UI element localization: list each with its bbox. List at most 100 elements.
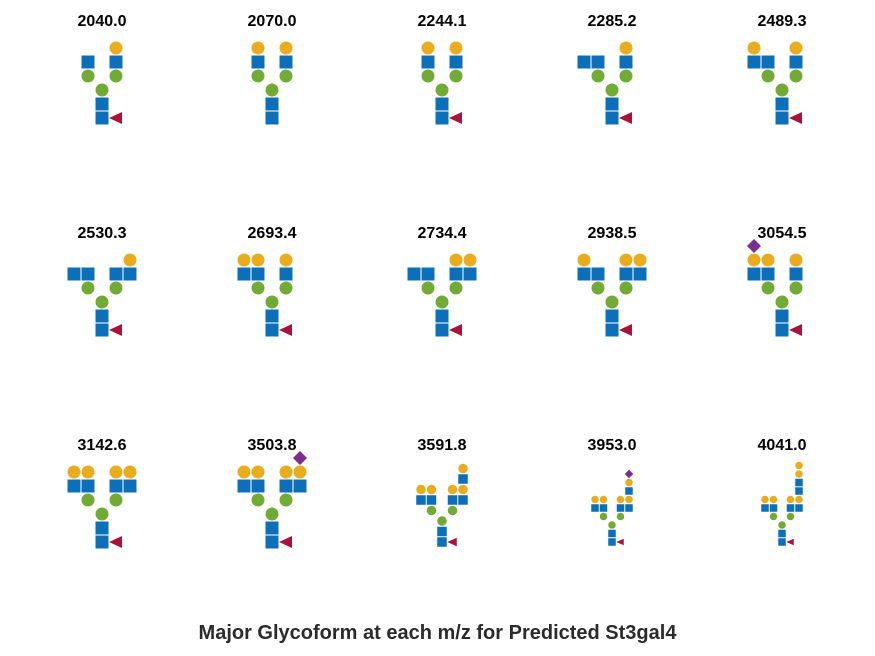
fucose-triangle [109, 536, 122, 548]
galactose-circle [109, 465, 123, 479]
hexnac-square [608, 529, 616, 538]
hexnac-square [786, 504, 795, 512]
fucose-triangle [449, 112, 462, 124]
sialic-acid-diamond [624, 469, 634, 479]
mannose-circle [591, 69, 605, 83]
hexnac-square [449, 55, 463, 69]
galactose-circle [577, 253, 591, 267]
sialic-acid-diamond [747, 239, 761, 253]
mz-label: 2040.0 [78, 13, 127, 30]
hexnac-square [619, 267, 633, 281]
mz-label: 3953.0 [588, 437, 637, 454]
mannose-circle [437, 516, 447, 526]
hexnac-square [789, 55, 803, 69]
glycan [407, 253, 477, 337]
hexnac-square [237, 267, 251, 281]
mannose-circle [769, 512, 778, 521]
galactose-circle [599, 495, 608, 504]
mannose-circle [265, 83, 279, 97]
hexnac-square [265, 323, 279, 337]
hexnac-square [591, 55, 605, 69]
mz-label: 2938.5 [588, 225, 637, 242]
mz-label: 3591.8 [418, 437, 467, 454]
mannose-circle [95, 83, 109, 97]
hexnac-square [591, 267, 605, 281]
hexnac-square [81, 55, 95, 69]
galactose-circle [463, 253, 477, 267]
hexnac-square [407, 267, 421, 281]
mannose-circle [619, 281, 633, 295]
glycan [591, 469, 634, 546]
hexnac-square [435, 111, 449, 125]
galactose-circle [279, 465, 293, 479]
hexnac-square [265, 97, 279, 111]
mannose-circle [81, 69, 95, 83]
galactose-circle [237, 465, 251, 479]
hexnac-square [616, 504, 625, 512]
hexnac-square [426, 495, 437, 505]
mannose-circle [619, 69, 633, 83]
mz-label: 2285.2 [588, 13, 637, 30]
fucose-triangle [279, 536, 292, 548]
hexnac-square [109, 267, 123, 281]
mz-label: 2734.4 [418, 225, 467, 242]
galactose-circle [761, 253, 775, 267]
mannose-circle [109, 281, 123, 295]
hexnac-square [81, 479, 95, 493]
glycan [416, 463, 468, 547]
galactose-circle [591, 495, 599, 504]
mannose-circle [775, 295, 789, 309]
mannose-circle [599, 512, 608, 521]
fucose-triangle [789, 324, 802, 336]
mz-label: 4041.0 [758, 437, 807, 454]
galactose-circle [769, 495, 778, 504]
hexnac-square [95, 521, 109, 535]
hexnac-square [458, 495, 468, 505]
galactose-circle [625, 495, 633, 504]
mz-label: 2244.1 [418, 13, 467, 30]
galactose-circle [795, 461, 803, 470]
galactose-circle [458, 463, 468, 474]
mz-label: 3503.8 [248, 437, 297, 454]
hexnac-square [619, 55, 633, 69]
glycan [251, 41, 293, 125]
hexnac-square [67, 267, 81, 281]
mz-label: 2693.4 [248, 225, 297, 242]
mz-label: 2070.0 [248, 13, 297, 30]
hexnac-square [109, 479, 123, 493]
galactose-circle [279, 41, 293, 55]
hexnac-square [775, 97, 789, 111]
hexnac-square [95, 323, 109, 337]
galactose-circle [747, 41, 761, 55]
hexnac-square [265, 521, 279, 535]
hexnac-square [625, 504, 633, 512]
galactose-circle [81, 465, 95, 479]
mannose-circle [109, 493, 123, 507]
hexnac-square [279, 479, 293, 493]
hexnac-square [761, 55, 775, 69]
galactose-circle [416, 484, 426, 495]
glycan [747, 239, 803, 337]
mannose-circle [605, 83, 619, 97]
mannose-circle [761, 281, 775, 295]
galactose-circle [251, 41, 265, 55]
mannose-circle [251, 281, 265, 295]
hexnac-square [279, 267, 293, 281]
hexnac-square [795, 478, 803, 487]
glycan [81, 41, 123, 125]
hexnac-square [769, 504, 778, 512]
mannose-circle [449, 281, 463, 295]
hexnac-square [633, 267, 647, 281]
hexnac-square [109, 55, 123, 69]
mannose-circle [421, 281, 435, 295]
galactose-circle [447, 484, 458, 495]
hexnac-square [435, 309, 449, 323]
mannose-circle [81, 493, 95, 507]
hexnac-square [761, 504, 769, 512]
galactose-circle [109, 41, 123, 55]
hexnac-square [789, 267, 803, 281]
hexnac-square [95, 97, 109, 111]
galactose-circle [789, 253, 803, 267]
galactose-circle [426, 484, 437, 495]
